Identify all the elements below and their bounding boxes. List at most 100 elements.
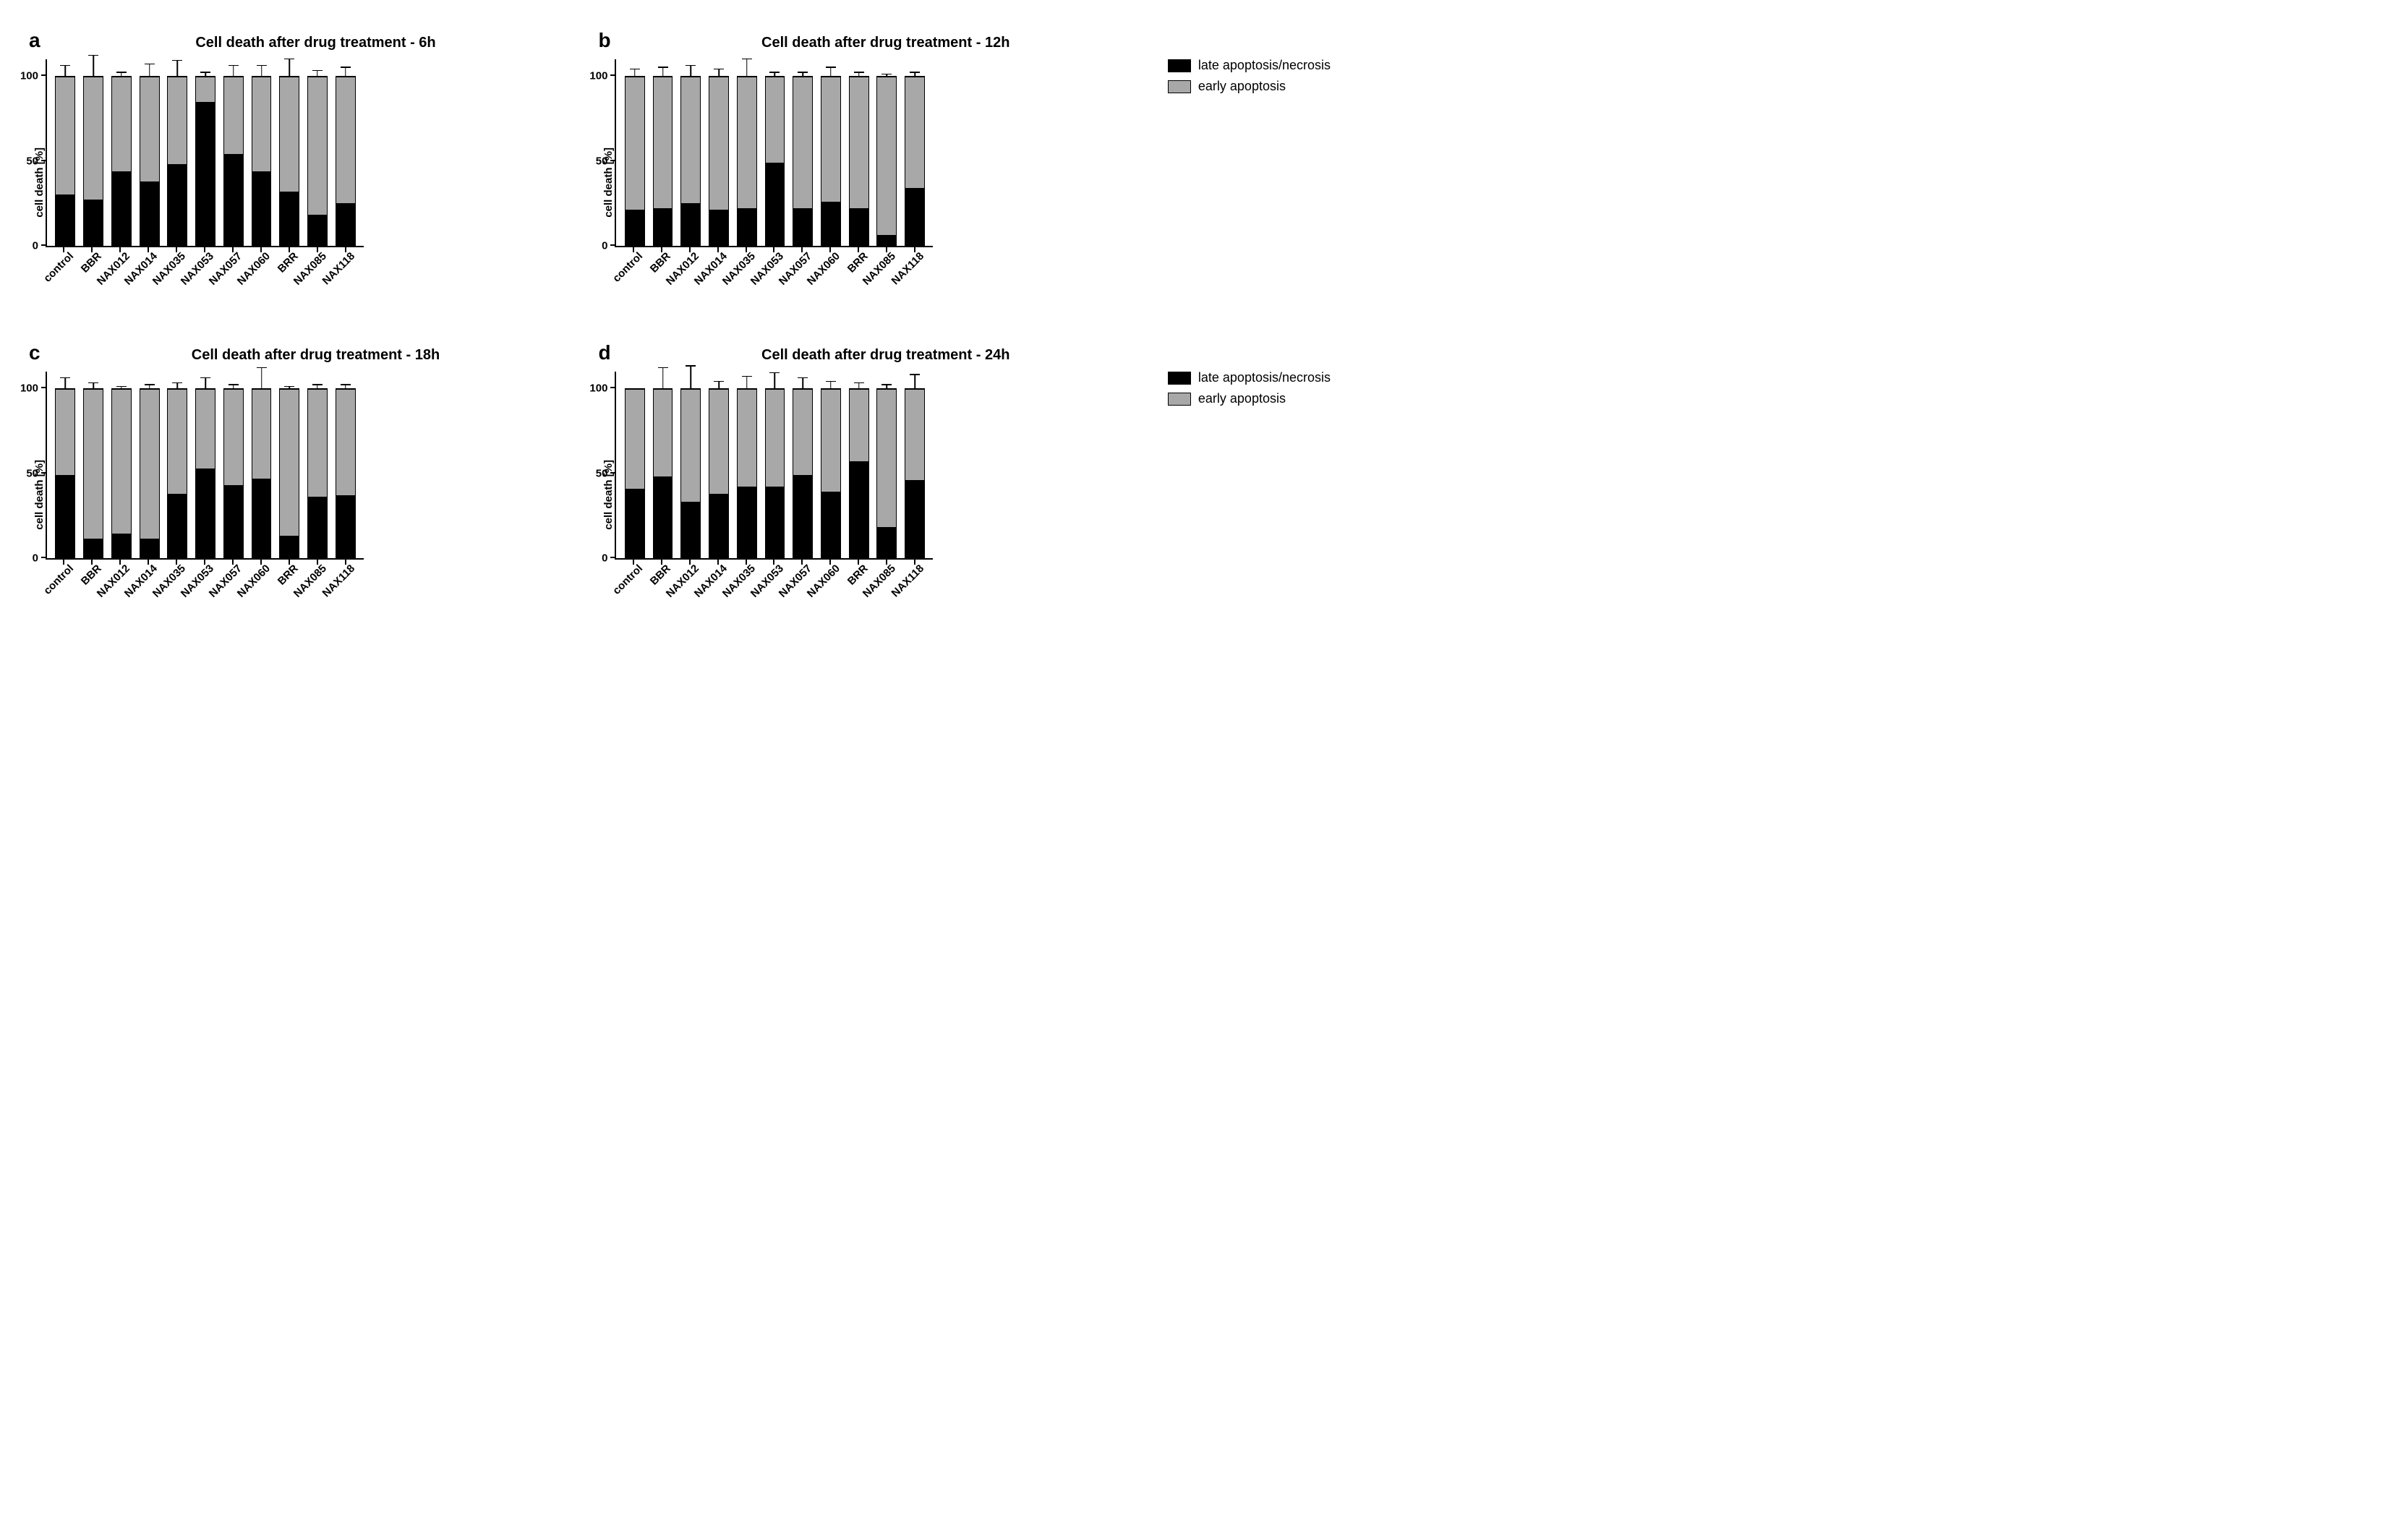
stacked-bar [709, 388, 729, 558]
y-tick-label: 50 [596, 155, 608, 167]
bar-segment-late [877, 527, 896, 557]
bar-segment-late [850, 208, 868, 245]
bar-segment-early [654, 389, 673, 476]
error-cap-total [284, 386, 294, 388]
error-bar-total [718, 382, 720, 388]
y-tick-label: 100 [589, 382, 607, 395]
error-cap-total [769, 72, 780, 73]
error-bar-total [177, 61, 179, 76]
error-bar-total [261, 66, 262, 76]
bar-segment-early [56, 389, 74, 475]
bar-segment-early [793, 77, 812, 208]
bar-segment-late [766, 163, 785, 245]
legend-label-early: early apoptosis [1198, 79, 1286, 94]
bar-column [873, 59, 901, 246]
error-bar-total [93, 56, 94, 76]
plot-area: 050100 [46, 59, 364, 247]
bar-segment-late [681, 502, 700, 557]
bar-segment-late [140, 539, 159, 557]
bar-segment-late [140, 181, 159, 245]
figure-grid: aCell death after drug treatment - 6hcel… [29, 29, 1331, 617]
bar-segment-early [224, 389, 243, 485]
plot-area: 050100 [46, 372, 364, 560]
stacked-bar [793, 388, 813, 558]
error-cap-total [854, 72, 864, 73]
panel-header: aCell death after drug treatment - 6h [29, 29, 576, 52]
bar-column [80, 59, 108, 246]
bar-segment-early [738, 77, 756, 208]
bar-segment-early [681, 389, 700, 502]
error-cap-total [714, 69, 724, 70]
bar-segment-early [112, 389, 131, 534]
stacked-bar [876, 388, 897, 558]
bar-segment-late [56, 194, 74, 245]
bar-column [789, 372, 817, 558]
stacked-bar [625, 388, 645, 558]
bar-segment-late [196, 102, 215, 245]
bar-segment-late [626, 489, 644, 557]
y-tick-label: 100 [20, 70, 38, 82]
error-cap-total [312, 70, 323, 72]
stacked-bar [83, 76, 103, 246]
y-tick-label: 0 [33, 552, 38, 565]
error-bar-total [261, 368, 262, 388]
stacked-bar [653, 388, 673, 558]
stacked-bar [765, 76, 785, 246]
y-tick-label: 100 [20, 382, 38, 395]
stacked-bar [195, 388, 215, 558]
bar-segment-late [84, 539, 103, 557]
error-bar-total [289, 59, 290, 76]
stacked-bar [279, 76, 299, 246]
bar-segment-early [793, 389, 812, 475]
bar-segment-late [850, 461, 868, 557]
panel-letter: a [29, 29, 40, 52]
error-bar-total [691, 367, 692, 388]
plot-area: 050100 [615, 372, 933, 560]
stacked-bar [905, 76, 925, 246]
legend-top: late apoptosis/necrosis early apoptosis [1168, 29, 1331, 100]
error-cap-total [686, 65, 696, 67]
legend-row-early: early apoptosis [1168, 391, 1331, 406]
bar-segment-late [252, 479, 271, 557]
panel-header: bCell death after drug treatment - 12h [598, 29, 1145, 52]
stacked-bar [195, 76, 215, 246]
error-bar-total [317, 71, 318, 76]
error-bar-total [65, 66, 67, 76]
bar-segment-early [252, 389, 271, 478]
bar-column [107, 372, 135, 558]
bar-segment-early [280, 77, 299, 191]
bar-column [163, 59, 192, 246]
bar-column [733, 59, 761, 246]
panel-header: dCell death after drug treatment - 24h [598, 341, 1145, 364]
bar-column [649, 59, 677, 246]
y-tick [41, 557, 47, 558]
bar-segment-early [112, 77, 131, 171]
error-cap-total [341, 67, 351, 68]
legend-label-late: late apoptosis/necrosis [1198, 58, 1331, 73]
bar-segment-late [821, 202, 840, 245]
bar-column [331, 372, 359, 558]
error-bar-total [345, 68, 346, 77]
stacked-bar [737, 388, 757, 558]
panel-a: aCell death after drug treatment - 6hcel… [29, 29, 576, 305]
bar-segment-late [196, 469, 215, 557]
y-tick [610, 387, 616, 388]
error-cap-total [630, 69, 640, 70]
bar-segment-late [709, 494, 728, 557]
error-bar-total [830, 68, 832, 77]
error-cap-total [910, 374, 920, 375]
stacked-bar [336, 388, 356, 558]
bar-segment-late [252, 171, 271, 245]
bar-column [845, 372, 873, 558]
error-cap-total [88, 55, 98, 56]
bar-column [901, 59, 929, 246]
stacked-bar [821, 388, 841, 558]
error-bar-total [718, 69, 720, 76]
bar-column [620, 372, 649, 558]
bar-segment-late [224, 154, 243, 245]
bar-column [845, 59, 873, 246]
y-tick [41, 244, 47, 246]
bar-segment-late [709, 210, 728, 245]
error-cap-total [742, 376, 752, 377]
error-cap-total [658, 367, 668, 369]
